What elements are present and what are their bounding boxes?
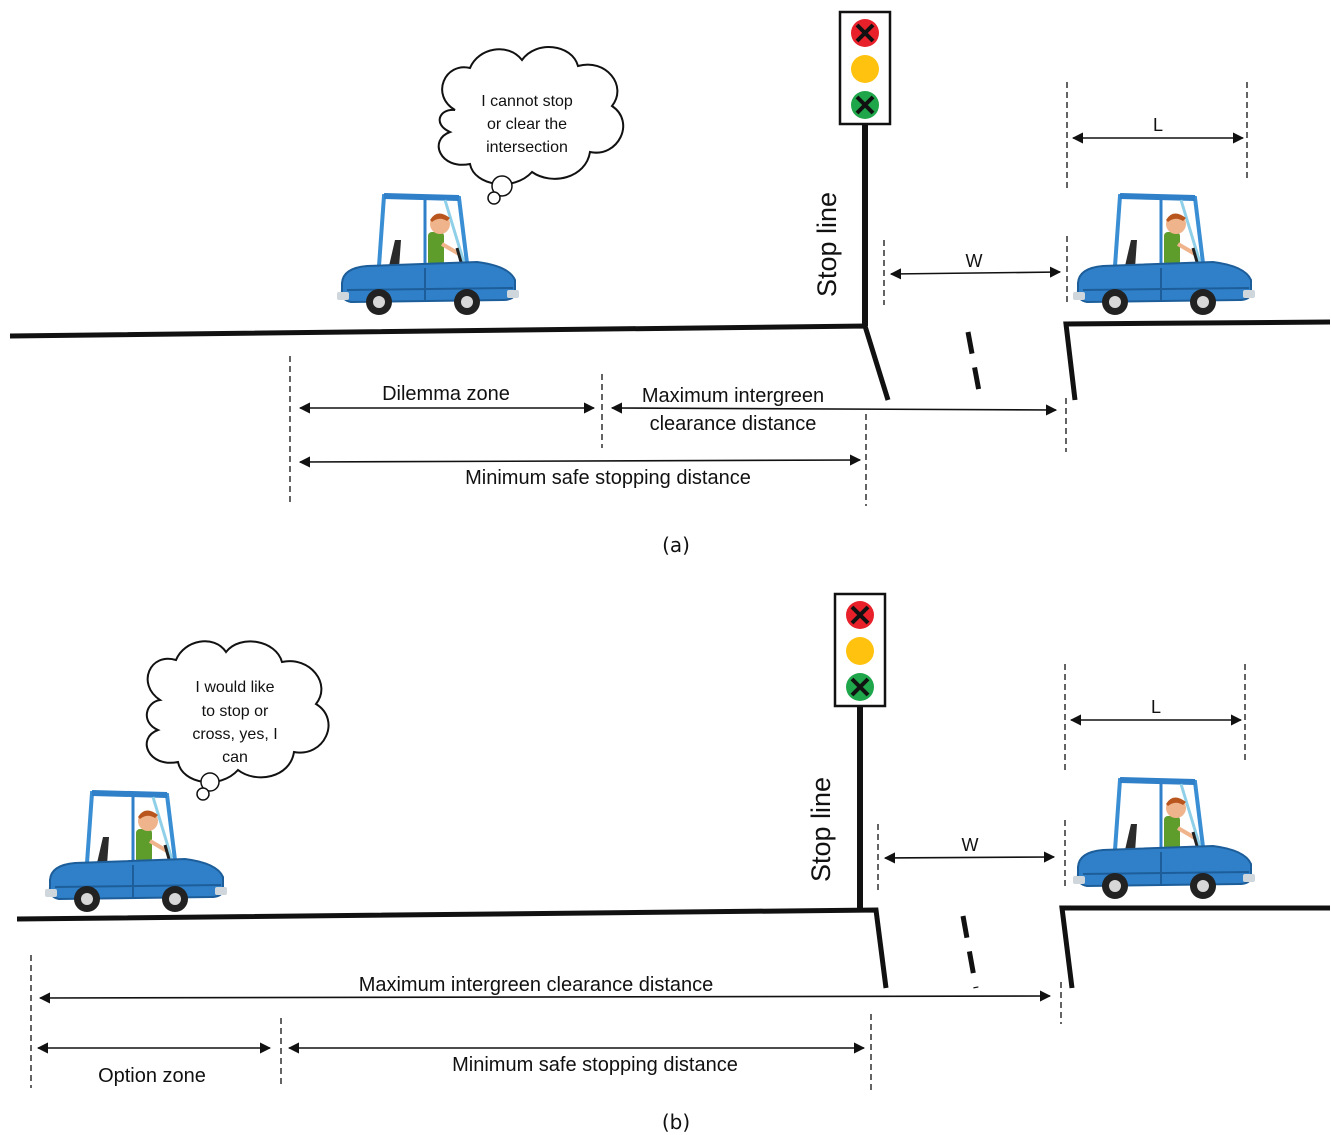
stop-line-label-b: Stop line (806, 777, 836, 882)
lane-marking-a (965, 331, 984, 403)
thought-line-a2: or clear the (487, 116, 567, 133)
crossing-car-a (1073, 196, 1255, 315)
thought-bubble-a: I cannot stop or clear the intersection (437, 46, 625, 205)
clearance-label-a2: clearance distance (650, 413, 817, 435)
reference-lines-a (289, 82, 1248, 506)
reference-lines-b (30, 664, 1246, 1090)
clearance-arrow-a (610, 402, 1058, 416)
approaching-car-a (337, 196, 519, 315)
road-right-b (1059, 905, 1330, 989)
traffic-light-b (833, 592, 887, 708)
caption-a: (a) (662, 533, 690, 557)
caption-b: (b) (662, 1110, 690, 1134)
clearance-label-a1: Maximum intergreen (642, 385, 824, 407)
thought-bubble-b: I would like to stop or cross, yes, I ca… (145, 640, 330, 801)
thought-line-b4: can (222, 749, 248, 766)
w-arrow-a (889, 266, 1062, 280)
thought-line-b1: I would like (195, 679, 274, 696)
road-right-a (1063, 319, 1331, 401)
stopping-arrow-a (298, 454, 862, 468)
panel-a: Stop line I cannot stop or clear the int… (9, 10, 1331, 557)
road-left-b (16, 907, 889, 989)
l-label-b: L (1151, 697, 1161, 717)
lane-marking-b (960, 915, 979, 989)
l-label-a: L (1153, 115, 1163, 135)
thought-line-a3: intersection (486, 139, 568, 156)
clearance-arrow-b (38, 990, 1052, 1004)
w-label-a: W (966, 251, 983, 271)
thought-line-a1: I cannot stop (481, 93, 573, 110)
thought-line-b2: to stop or (202, 703, 269, 720)
approaching-car-b (45, 793, 227, 912)
w-arrow-b (883, 851, 1056, 864)
stopping-label-a: Minimum safe stopping distance (465, 467, 751, 489)
zone-label-b: Option zone (98, 1065, 206, 1087)
w-label-b: W (962, 835, 979, 855)
panel-b: Stop line I would like to stop or cross,… (16, 592, 1330, 1134)
thought-line-b3: cross, yes, I (192, 726, 277, 743)
traffic-light-a (838, 10, 892, 126)
stopping-label-b: Minimum safe stopping distance (452, 1054, 738, 1076)
stop-line-label-a: Stop line (812, 192, 842, 297)
crossing-car-b (1073, 780, 1255, 899)
clearance-label-b: Maximum intergreen clearance distance (359, 974, 714, 996)
zone-label-a: Dilemma zone (382, 383, 510, 405)
